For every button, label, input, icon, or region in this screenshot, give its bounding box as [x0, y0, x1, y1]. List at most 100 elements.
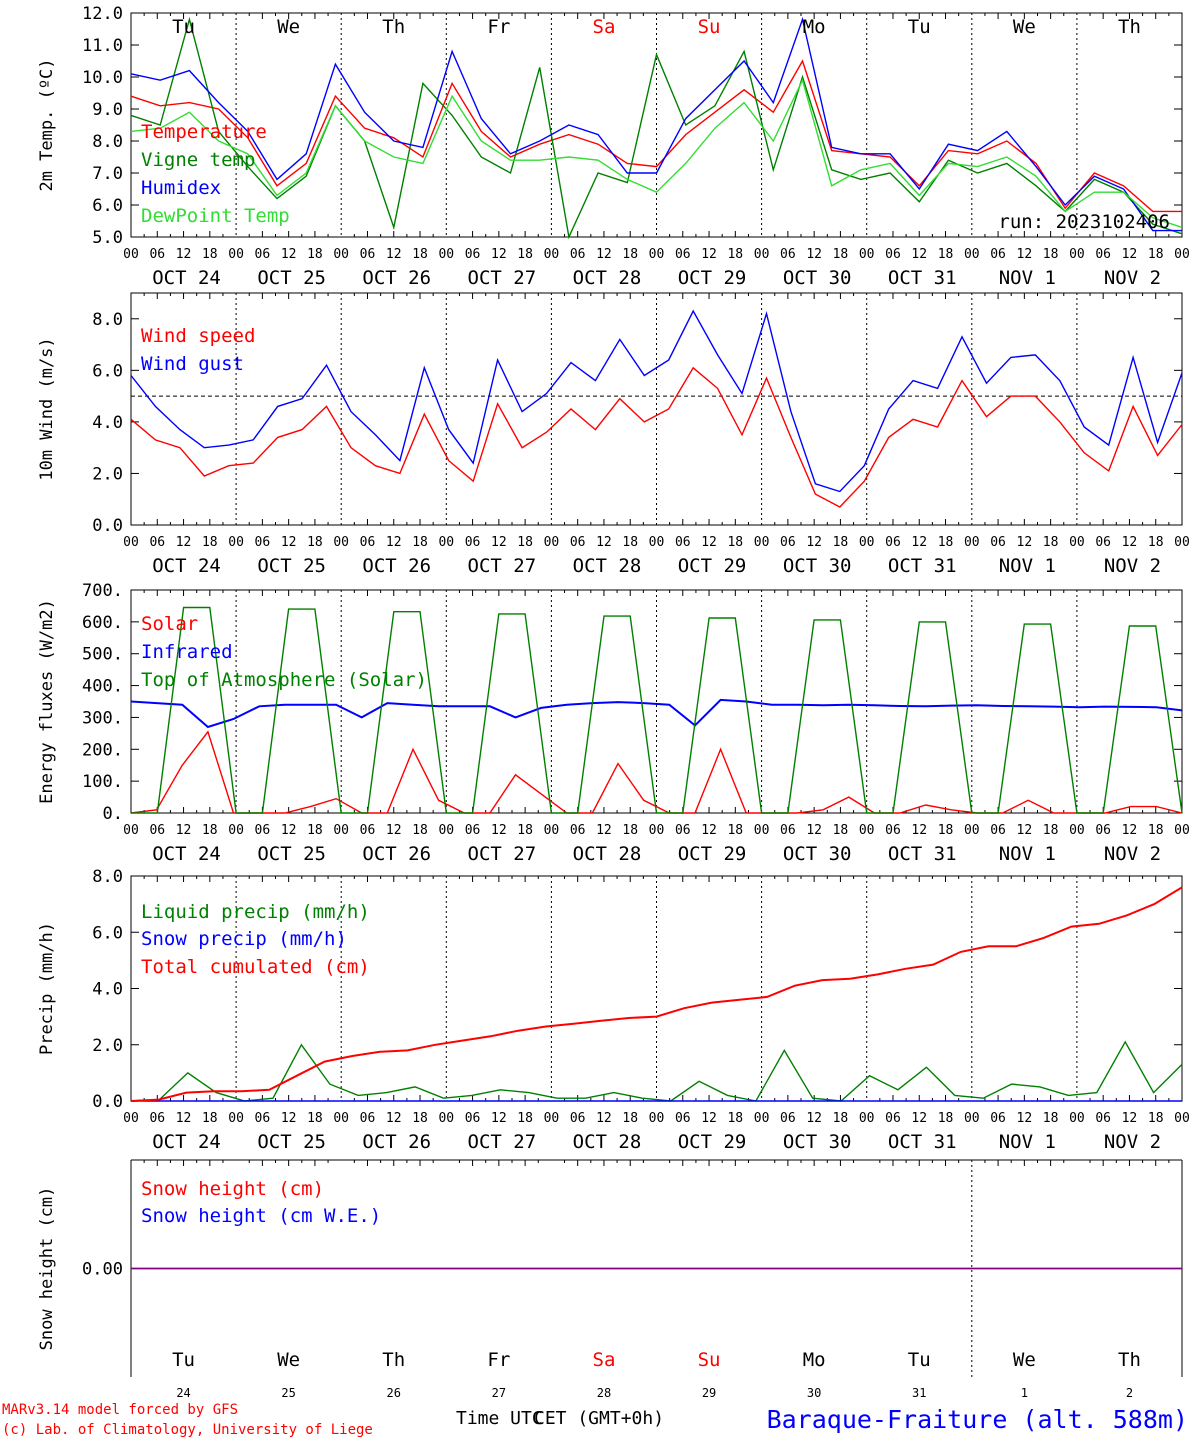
hour-tick-label: 12: [1122, 1111, 1138, 1126]
hour-tick-label: 18: [727, 1111, 743, 1126]
x-axis-title-cet: CET (GMT+0h): [534, 1408, 664, 1429]
hour-tick-label: 00: [1069, 247, 1085, 262]
y-tick-label: 4.0: [92, 980, 123, 1000]
hour-tick-label: 00: [649, 535, 665, 550]
hour-tick-label: 00: [333, 535, 349, 550]
hour-tick-label: 18: [517, 535, 533, 550]
hour-tick-label: 18: [938, 247, 954, 262]
hour-tick-label: 00: [649, 247, 665, 262]
day-number-label: 30: [807, 1386, 821, 1400]
hour-tick-label: 00: [754, 535, 770, 550]
date-label: OCT 24: [152, 267, 221, 289]
hour-tick-label: 12: [806, 1111, 822, 1126]
legend-entry: Vigne temp: [141, 149, 255, 171]
weekday-label: We: [1013, 1349, 1036, 1371]
date-label: OCT 24: [152, 843, 221, 865]
hour-tick-label: 06: [570, 535, 586, 550]
legend-entry: Total cumulated (cm): [141, 956, 370, 978]
date-label: NOV 2: [1104, 1131, 1161, 1153]
hour-tick-label: 06: [780, 535, 796, 550]
date-label: OCT 28: [573, 267, 642, 289]
day-number-label: 27: [492, 1386, 506, 1400]
hour-tick-label: 06: [885, 535, 901, 550]
date-label: OCT 29: [678, 555, 747, 577]
hour-tick-label: 06: [255, 247, 271, 262]
date-label: OCT 25: [257, 555, 326, 577]
legend-entry: Snow height (cm): [141, 1178, 324, 1200]
date-label: OCT 28: [573, 843, 642, 865]
day-number-label: 31: [912, 1386, 926, 1400]
hour-tick-label: 12: [911, 247, 927, 262]
y-tick-label: 300.: [82, 708, 123, 728]
hour-tick-label: 00: [859, 1111, 875, 1126]
weekday-label: Fr: [487, 1349, 510, 1371]
y-tick-label: 700.: [82, 581, 123, 601]
hour-tick-label: 06: [675, 535, 691, 550]
weekday-label: Th: [1118, 16, 1141, 38]
hour-tick-label: 18: [412, 823, 428, 838]
y-tick-label: 11.0: [82, 36, 123, 56]
hour-tick-label: 12: [281, 1111, 297, 1126]
station-title: Baraque-Fraiture (alt. 588m): [767, 1405, 1188, 1434]
hour-tick-label: 18: [833, 823, 849, 838]
series-line-wind-gust: [130, 309, 1183, 493]
hour-tick-label: 12: [386, 247, 402, 262]
legend-entry: Liquid precip (mm/h): [141, 901, 370, 923]
hour-tick-label: 18: [1043, 1111, 1059, 1126]
hour-tick-label: 00: [859, 823, 875, 838]
day-number-label: 28: [597, 1386, 611, 1400]
hour-tick-label: 00: [544, 823, 560, 838]
hour-tick-label: 00: [333, 1111, 349, 1126]
date-label: OCT 29: [678, 267, 747, 289]
legend-entry: Solar: [141, 613, 198, 635]
hour-tick-label: 00: [1174, 1111, 1190, 1126]
hour-tick-label: 12: [176, 535, 192, 550]
hour-tick-label: 12: [176, 823, 192, 838]
hour-tick-label: 06: [990, 535, 1006, 550]
weekday-label: Tu: [172, 16, 195, 38]
date-label: NOV 1: [999, 555, 1056, 577]
hour-tick-label: 00: [1174, 535, 1190, 550]
hour-tick-label: 12: [1122, 535, 1138, 550]
legend-entry: Snow precip (mm/h): [141, 928, 347, 950]
weekday-label: Th: [382, 16, 405, 38]
y-tick-label: 600.: [82, 613, 123, 633]
hour-tick-label: 12: [596, 535, 612, 550]
date-label: OCT 24: [152, 555, 221, 577]
hour-tick-label: 06: [990, 247, 1006, 262]
hour-tick-label: 12: [281, 247, 297, 262]
date-label: OCT 26: [362, 267, 431, 289]
series-line-solar: [130, 730, 1183, 814]
y-tick-label: 8.0: [92, 132, 123, 152]
hour-tick-label: 06: [1095, 823, 1111, 838]
y-tick-label: 4.0: [92, 413, 123, 433]
hour-tick-label: 06: [465, 1111, 481, 1126]
hour-tick-label: 18: [1148, 823, 1164, 838]
day-number-label: 1: [1021, 1386, 1028, 1400]
hour-tick-label: 18: [833, 1111, 849, 1126]
y-tick-label: 9.0: [92, 100, 123, 120]
hour-tick-label: 18: [412, 535, 428, 550]
y-tick-label: 6.0: [92, 361, 123, 381]
hour-tick-label: 18: [727, 535, 743, 550]
weekday-label: Tu: [908, 16, 931, 38]
date-label: OCT 31: [888, 1131, 957, 1153]
hour-tick-label: 06: [885, 823, 901, 838]
hour-tick-label: 12: [701, 535, 717, 550]
date-label: OCT 26: [362, 555, 431, 577]
hour-tick-label: 12: [701, 1111, 717, 1126]
hour-tick-label: 00: [964, 247, 980, 262]
hour-tick-label: 12: [491, 823, 507, 838]
hour-tick-label: 06: [465, 823, 481, 838]
series-line-liquid-precip-mm-h-: [130, 1040, 1183, 1102]
weekday-label: Sa: [593, 1349, 616, 1371]
weekday-label: Su: [698, 1349, 721, 1371]
hour-tick-label: 18: [938, 535, 954, 550]
hour-tick-label: 18: [833, 535, 849, 550]
hour-tick-label: 00: [1174, 247, 1190, 262]
hour-tick-label: 00: [544, 1111, 560, 1126]
hour-tick-label: 00: [964, 823, 980, 838]
hour-tick-label: 18: [622, 535, 638, 550]
hour-tick-label: 12: [911, 535, 927, 550]
hour-tick-label: 00: [754, 1111, 770, 1126]
